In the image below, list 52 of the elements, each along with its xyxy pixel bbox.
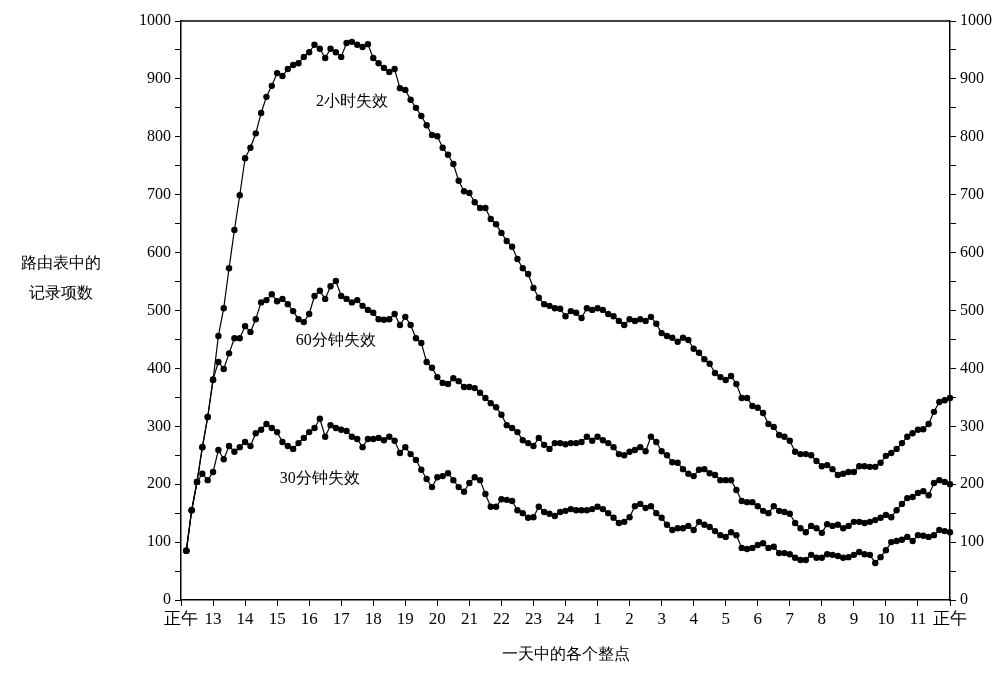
x-tick-label: 15 [268,608,286,628]
y-tick-label: 0 [163,590,171,608]
x-tick-label: 14 [236,608,255,628]
y2-tick-label: 200 [960,474,984,492]
x-tick-label: 2 [625,608,634,628]
x-tick-label: 17 [332,608,351,628]
y2-tick-label: 1000 [960,11,992,29]
y2-tick-label: 400 [960,358,984,376]
y-tick-label: 200 [147,474,171,492]
x-tick-label: 11 [909,608,927,628]
x-tick-label: 21 [460,608,478,628]
y-tick-label: 900 [147,69,171,87]
y2-tick-label: 700 [960,184,984,202]
series-label: 30分钟失效 [279,468,360,486]
x-tick-label: 23 [524,608,542,628]
x-tick-label: 7 [785,608,795,628]
y2-tick-label: 300 [960,416,984,434]
x-tick-label: 4 [689,608,699,628]
y2-tick-label: 800 [960,127,984,144]
x-tick-label: 24 [557,608,575,628]
y2-tick-label: 900 [960,69,984,87]
y-tick-label: 500 [147,300,171,318]
y2-tick-label: 600 [960,242,984,260]
x-tick-label: 19 [396,608,414,628]
y-tick-label: 800 [147,127,171,144]
series-label: 2小时失效 [315,92,388,110]
x-tick-label: 5 [721,608,730,628]
x-tick-label: 6 [753,608,762,628]
x-tick-label: 13 [204,608,222,628]
y2-tick-label: 0 [960,590,968,608]
y2-tick-label: 500 [960,300,984,318]
series-label: 60分钟失效 [295,331,376,349]
x-tick-label: 8 [817,608,827,628]
y-tick-label: 400 [147,358,171,376]
y-tick-label: 300 [147,416,171,434]
x-tick-label: 1 [593,608,602,628]
x-tick-label: 正午 [933,608,967,628]
y-tick-label: 1000 [139,11,171,29]
x-tick-label: 3 [657,608,666,628]
x-tick-label: 9 [849,608,859,628]
x-tick-label: 16 [300,608,318,628]
x-tick-label: 18 [364,608,382,628]
x-axis-title: 一天中的各个整点 [501,644,630,662]
x-tick-label: 20 [428,608,446,628]
y-tick-label: 100 [147,532,171,550]
x-tick-label: 10 [877,608,895,628]
y-tick-label: 600 [147,242,171,260]
x-tick-label: 22 [492,608,510,628]
y2-tick-label: 100 [960,532,984,550]
y-axis-title: 路由表中的记录项数 [20,253,102,303]
x-tick-label: 正午 [164,608,198,628]
y-tick-label: 700 [147,184,171,202]
